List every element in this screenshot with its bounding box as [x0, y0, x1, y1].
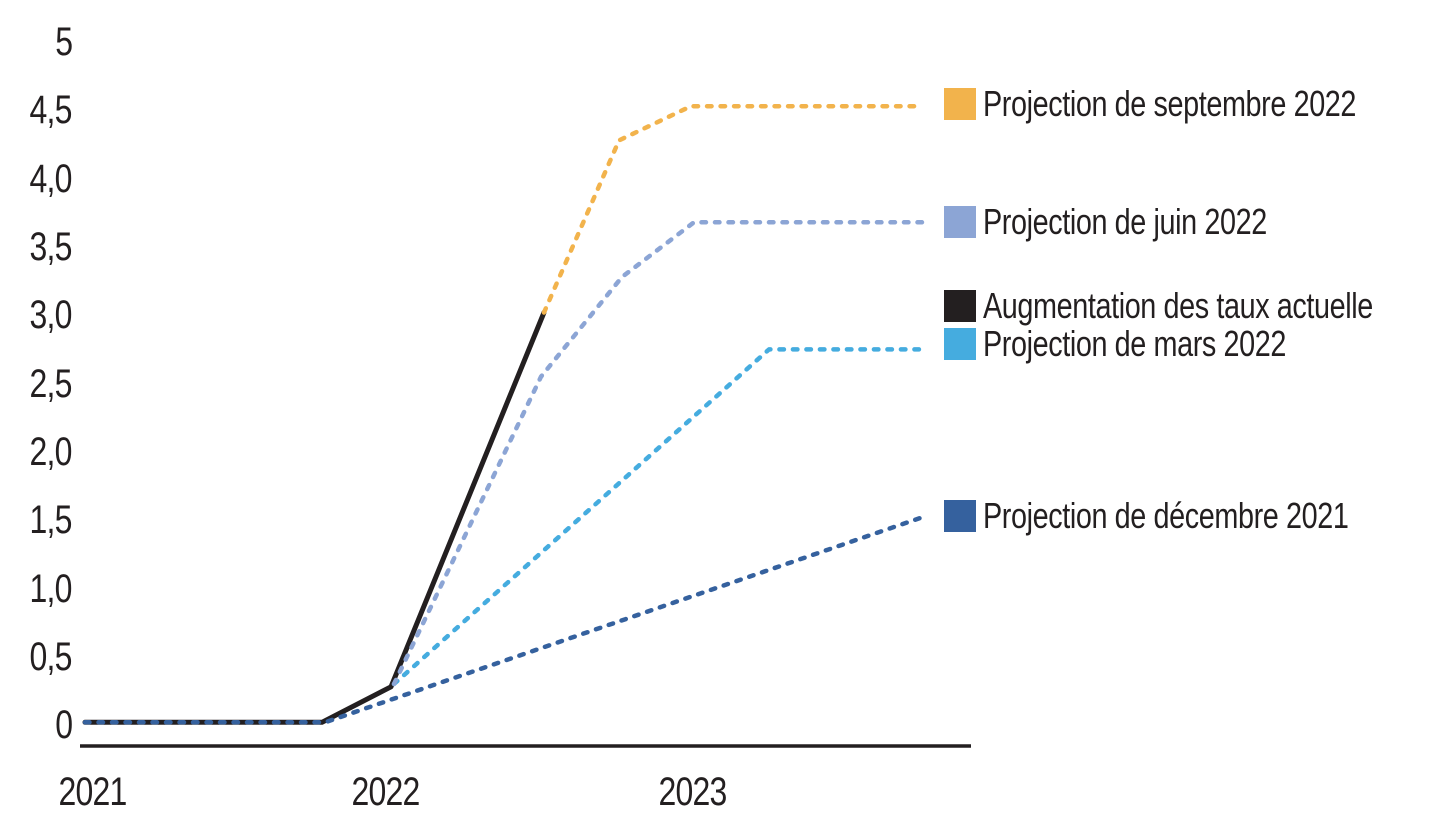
y-tick-label: 4,0	[29, 157, 73, 201]
y-tick-label: 0	[55, 703, 73, 747]
legend-swatch-actuelle	[944, 290, 976, 322]
y-tick-label: 3,5	[29, 225, 73, 269]
legend-swatch-decembre	[944, 500, 976, 532]
legend-swatch-mars	[944, 328, 976, 360]
legend-swatch-juin	[944, 206, 976, 238]
legend-label-mars: Projection de mars 2022	[983, 323, 1286, 364]
series-line-mars	[391, 347, 925, 687]
y-tick-label: 0,5	[29, 635, 73, 679]
legend-swatch-septembre	[944, 88, 976, 120]
series-line-decembre	[82, 515, 925, 725]
y-tick-label: 5	[55, 20, 73, 64]
x-tick-label: 2022	[350, 770, 420, 814]
y-tick-label: 3,0	[29, 293, 73, 337]
series-line-actuelle	[82, 310, 547, 725]
x-tick-label: 2021	[57, 770, 127, 814]
legend-item-actuelle: Augmentation des taux actuelle	[944, 285, 1448, 326]
y-tick-label: 2,0	[29, 430, 73, 474]
legend-label-actuelle: Augmentation des taux actuelle	[983, 285, 1373, 326]
x-tick-label: 2023	[657, 770, 727, 814]
series-line-septembre	[541, 103, 925, 315]
y-tick-label: 1,5	[29, 498, 73, 542]
y-tick-label: 1,0	[29, 567, 73, 611]
legend-label-decembre: Projection de décembre 2021	[983, 495, 1349, 536]
legend-item-decembre: Projection de décembre 2021	[944, 495, 1440, 536]
legend-item-mars: Projection de mars 2022	[944, 323, 1362, 364]
y-tick-label: 4,5	[29, 88, 73, 132]
legend-item-septembre: Projection de septembre 2022	[944, 83, 1448, 124]
legend-label-juin: Projection de juin 2022	[983, 201, 1267, 242]
y-tick-label: 2,5	[29, 362, 73, 406]
legend-label-septembre: Projection de septembre 2022	[983, 83, 1357, 124]
legend-item-juin: Projection de juin 2022	[944, 201, 1338, 242]
series-line-juin	[391, 220, 925, 687]
